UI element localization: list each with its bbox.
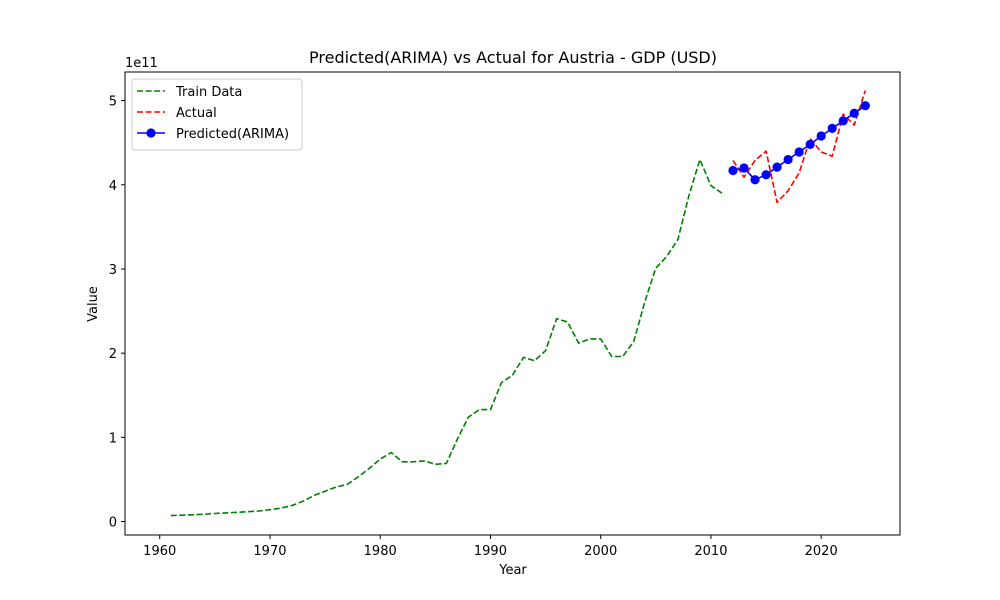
- y-tick-label: 1: [109, 431, 117, 446]
- x-tick-label: 1960: [143, 544, 176, 559]
- data-point-predicted-arima: [849, 108, 859, 118]
- legend-marker: [146, 128, 156, 138]
- data-point-predicted-arima: [783, 154, 793, 165]
- legend-box: [131, 78, 303, 151]
- x-tick-label: 1990: [474, 544, 507, 559]
- y-tick-label: 4: [109, 179, 117, 194]
- legend-label: Train Data: [175, 85, 242, 100]
- y-axis-label: Value: [86, 286, 101, 322]
- chart-title: Predicted(ARIMA) vs Actual for Austria -…: [309, 48, 717, 67]
- series-line-actual: [732, 90, 867, 204]
- data-point-predicted-arima: [794, 147, 804, 157]
- data-point-predicted-arima: [739, 163, 749, 173]
- x-tick-label: 2020: [805, 544, 838, 559]
- data-point-predicted-arima: [860, 101, 870, 111]
- legend-label: Actual: [176, 106, 217, 121]
- data-point-predicted-arima: [827, 123, 837, 134]
- data-point-predicted-arima: [816, 131, 826, 141]
- series-layer: [170, 90, 870, 517]
- y-axis: 0 1 2 3 4 5: [109, 95, 125, 531]
- y-tick-label: 5: [109, 95, 117, 110]
- plot-frame: [124, 71, 901, 536]
- x-axis: 1960 1970 1980 1990 2000 2010 2020: [143, 535, 838, 559]
- x-axis-label: Year: [498, 563, 527, 578]
- data-point-predicted-arima: [838, 116, 848, 126]
- data-point-predicted-arima: [772, 162, 782, 172]
- y-offset-text: 1e11: [125, 56, 158, 71]
- x-tick-label: 1980: [364, 544, 397, 559]
- data-point-predicted-arima: [750, 175, 760, 185]
- x-tick-label: 2000: [584, 544, 617, 559]
- data-point-predicted-arima: [728, 165, 738, 176]
- series-line-train-data: [170, 158, 723, 517]
- data-point-predicted-arima: [805, 139, 815, 149]
- x-tick-label: 1970: [253, 544, 286, 559]
- data-point-predicted-arima: [761, 170, 771, 180]
- legend-label: Predicted(ARIMA): [176, 127, 289, 142]
- y-tick-label: 0: [109, 516, 117, 531]
- y-tick-label: 2: [109, 347, 117, 362]
- legend: Train Data Actual Predicted(ARIMA): [131, 78, 303, 151]
- y-tick-label: 3: [109, 263, 117, 278]
- x-tick-label: 2010: [694, 544, 727, 559]
